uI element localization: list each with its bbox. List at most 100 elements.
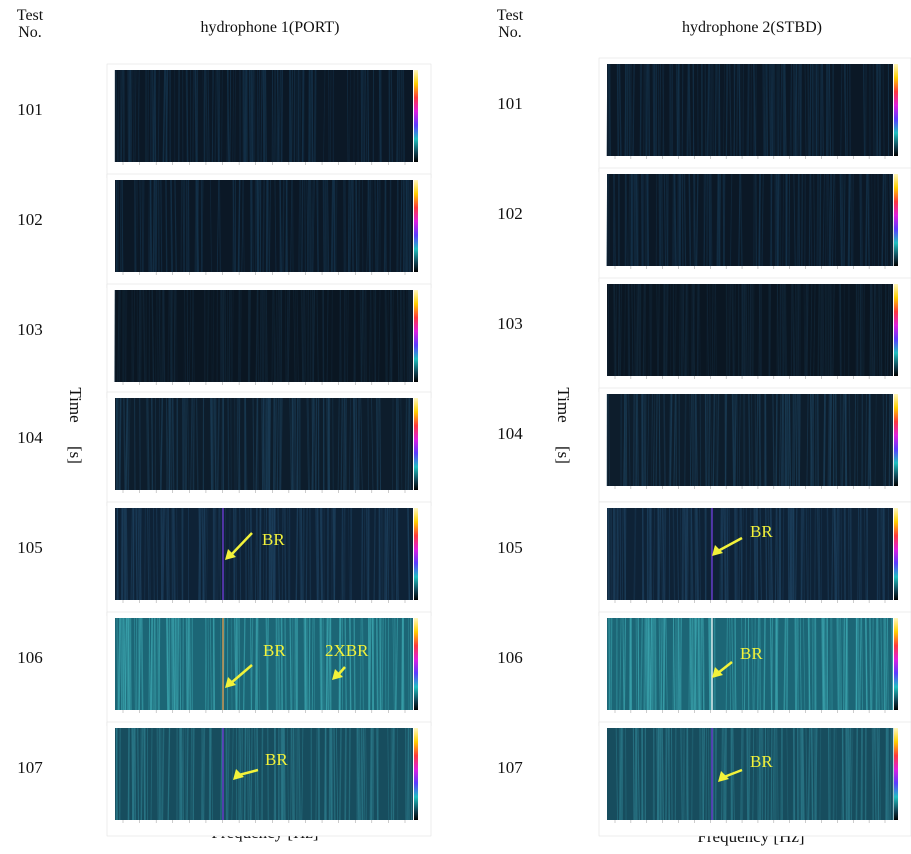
spectral-stripe (853, 174, 854, 266)
spectral-stripe (881, 284, 882, 376)
spectral-stripe (812, 728, 813, 820)
spectral-stripe (304, 290, 305, 382)
spectral-stripe (153, 180, 154, 272)
test-no: 104 (497, 424, 523, 443)
spectral-stripe (334, 508, 335, 600)
spectral-stripe (302, 70, 303, 162)
spectral-stripe (702, 728, 703, 820)
spectral-stripe (700, 728, 701, 820)
spectral-stripe (827, 508, 828, 600)
spectral-stripe (692, 284, 693, 376)
spectral-stripe (349, 180, 350, 272)
spectral-stripe (625, 728, 626, 820)
spectral-stripe (225, 290, 226, 382)
test-no: 105 (17, 538, 43, 557)
spectral-stripe (172, 618, 173, 710)
spectral-stripe (189, 618, 190, 710)
spectral-stripe (305, 618, 306, 710)
annotation: 2XBR (325, 641, 369, 660)
spectral-stripe (292, 180, 293, 272)
spectral-stripe (726, 728, 727, 820)
test-no: 103 (497, 314, 523, 333)
spectral-stripe (645, 394, 646, 486)
spectral-stripe (770, 284, 771, 376)
colorbar (414, 508, 418, 600)
spectral-stripe (356, 180, 357, 272)
test-no: 101 (17, 100, 43, 119)
spectral-stripe (856, 728, 857, 820)
test-no-header: No. (498, 24, 522, 41)
spectral-stripe (285, 618, 286, 710)
colorbar (414, 618, 418, 710)
spectral-stripe (128, 70, 129, 162)
spectral-stripe (645, 284, 646, 376)
spectral-stripe (154, 618, 155, 710)
spectral-stripe (810, 64, 811, 156)
test-no: 102 (497, 204, 523, 223)
spectral-stripe (410, 398, 411, 490)
spectral-stripe (658, 508, 659, 600)
spectral-stripe (723, 174, 724, 266)
test-no: 104 (17, 428, 43, 447)
colorbar (894, 728, 898, 820)
spectral-stripe (682, 174, 683, 266)
spectral-stripe (802, 174, 803, 266)
spectral-stripe (331, 728, 332, 820)
spectral-stripe (695, 618, 696, 710)
spectral-stripe (142, 618, 143, 710)
spectral-stripe (142, 180, 143, 272)
spectral-stripe (776, 394, 777, 486)
spectral-stripe (729, 284, 730, 376)
y-label-word: Time (554, 387, 573, 422)
annotation: BR (263, 641, 286, 660)
spectral-stripe (180, 618, 181, 710)
spectral-stripe (848, 174, 849, 266)
annotation: BR (265, 750, 288, 769)
spectral-stripe (377, 618, 378, 710)
spectral-stripe (718, 174, 719, 266)
spectral-stripe (829, 728, 830, 820)
colorbar (894, 284, 898, 376)
spectrogram-panel (107, 174, 431, 288)
spectral-stripe (364, 290, 365, 382)
spectral-stripe (368, 398, 369, 490)
spectral-stripe (140, 398, 141, 490)
spectrogram-panel (599, 168, 911, 282)
annotation: BR (262, 530, 285, 549)
test-no-header: Test (17, 7, 44, 24)
spectral-stripe (274, 70, 275, 162)
colorbar (414, 398, 418, 490)
spectral-stripe (408, 290, 409, 382)
test-no: 105 (497, 538, 523, 557)
spectral-stripe (678, 174, 679, 266)
spectrogram-panel: BR (107, 722, 431, 836)
spectral-stripe (674, 174, 675, 266)
spectral-stripe (302, 180, 303, 272)
spectral-stripe (381, 508, 382, 600)
spectral-stripe (777, 508, 778, 600)
spectral-stripe (166, 180, 167, 272)
colorbar (894, 64, 898, 156)
spectral-stripe (340, 290, 341, 382)
spectral-stripe (695, 508, 696, 600)
spectral-stripe (862, 394, 863, 486)
spectral-stripe (760, 728, 761, 820)
spectral-stripe (364, 70, 365, 162)
spectral-stripe (618, 64, 619, 156)
test-no: 106 (17, 648, 43, 667)
spectral-stripe (251, 618, 252, 710)
spectral-stripe (815, 728, 816, 820)
spectral-stripe (183, 618, 184, 710)
spectral-stripe (329, 398, 330, 490)
spectral-stripe (333, 398, 334, 490)
spectral-stripe (272, 290, 273, 382)
spectral-stripe (647, 64, 648, 156)
spectral-stripe (887, 174, 888, 266)
spectral-stripe (839, 508, 840, 600)
spectral-stripe (332, 290, 333, 382)
spectral-stripe (737, 64, 738, 156)
spectral-stripe (763, 64, 764, 156)
spectral-stripe (879, 284, 880, 376)
spectral-stripe (266, 70, 267, 162)
spectral-stripe (682, 64, 683, 156)
